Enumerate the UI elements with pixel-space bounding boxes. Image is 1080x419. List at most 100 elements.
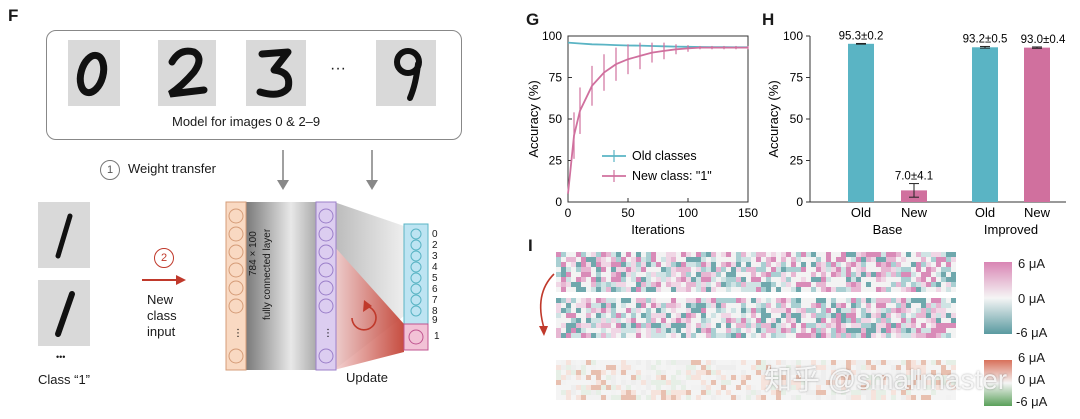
heatmap-cell (776, 370, 781, 375)
heatmap-cell (781, 257, 786, 262)
output-label-5: 5 (432, 273, 438, 284)
heatmap-cell (836, 262, 841, 267)
heatmap-cell (761, 267, 766, 272)
heatmap-cell (876, 303, 881, 308)
heatmap-cell (751, 323, 756, 328)
heatmap-cell (591, 303, 596, 308)
heatmap-cell (756, 333, 761, 338)
heatmap-cell (626, 395, 631, 400)
heatmap-cell (951, 318, 956, 323)
heatmap-cell (656, 313, 661, 318)
heatmap-cell (721, 252, 726, 257)
heatmap-cell (791, 323, 796, 328)
heatmap-cell (646, 385, 651, 390)
colorbar-weights-mid: 0 μA (1018, 291, 1046, 306)
heatmap-cell (911, 365, 916, 370)
heatmap-cell (836, 395, 841, 400)
heatmap-cell (811, 370, 816, 375)
heatmap-cell (676, 252, 681, 257)
heatmap-cell (846, 390, 851, 395)
heatmap-cell (681, 287, 686, 292)
colorbar-updates-min: -6 μA (1016, 394, 1048, 409)
heatmap-cell (756, 365, 761, 370)
heatmap-cell (796, 385, 801, 390)
heatmap-cell (581, 287, 586, 292)
heatmap-cell (561, 328, 566, 333)
heatmap-cell (891, 257, 896, 262)
heatmap-cell (621, 395, 626, 400)
heatmap-cell (861, 267, 866, 272)
heatmap-cell (841, 370, 846, 375)
heatmap-cell (821, 323, 826, 328)
heatmap-cell (931, 385, 936, 390)
heatmap-cell (891, 328, 896, 333)
heatmap-cell (806, 365, 811, 370)
heatmap-cell (581, 375, 586, 380)
heatmap-cell (861, 287, 866, 292)
heatmap-cell (856, 287, 861, 292)
heatmap-cell (896, 277, 901, 282)
heatmap-cell (716, 323, 721, 328)
heatmap-cell (726, 267, 731, 272)
heatmap-cell (611, 267, 616, 272)
heatmap-cell (801, 360, 806, 365)
heatmap-cell (776, 257, 781, 262)
heatmap-cell (611, 395, 616, 400)
heatmap-cell (571, 267, 576, 272)
heatmap-cell (846, 328, 851, 333)
heatmap-cell (646, 395, 651, 400)
heatmap-cell (706, 282, 711, 287)
heatmap-cell (616, 267, 621, 272)
heatmap-cell (581, 298, 586, 303)
heatmap-cell (821, 318, 826, 323)
heatmap-cell (626, 333, 631, 338)
heatmap-cell (646, 252, 651, 257)
heatmap-cell (636, 282, 641, 287)
heatmap-cell (721, 365, 726, 370)
heatmap-cell (596, 282, 601, 287)
heatmap-cell (941, 365, 946, 370)
heatmap-cell (581, 262, 586, 267)
heatmap-cell (726, 370, 731, 375)
heatmap-cell (731, 370, 736, 375)
heatmap-cell (646, 365, 651, 370)
heatmap-cell (706, 390, 711, 395)
heatmap-cell (871, 328, 876, 333)
heatmap-cell (571, 370, 576, 375)
heatmap-cell (786, 328, 791, 333)
heatmap-cell (691, 282, 696, 287)
heatmap-cell (791, 360, 796, 365)
heatmap-cell (946, 272, 951, 277)
heatmap-cell (841, 252, 846, 257)
heatmap-cell (716, 252, 721, 257)
heatmap-cell (701, 380, 706, 385)
heatmap-cell (776, 272, 781, 277)
heatmap-cell (561, 313, 566, 318)
output-label-6: 6 (432, 284, 438, 295)
heatmap-cell (926, 257, 931, 262)
heatmap-cell (666, 385, 671, 390)
step-1-number: 1 (106, 164, 114, 176)
heatmap-cell (926, 370, 931, 375)
network-diagram: ⋮ ⋮ (225, 201, 429, 371)
heatmap-cell (901, 395, 906, 400)
heatmap-cell (581, 370, 586, 375)
heatmap-cell (901, 313, 906, 318)
heatmap-cell (721, 257, 726, 262)
heatmap-cell (761, 257, 766, 262)
heatmap-cell (636, 267, 641, 272)
heatmap-cell (796, 318, 801, 323)
heatmap-cell (731, 308, 736, 313)
heatmap-cell (901, 328, 906, 333)
heatmap-cell (556, 282, 561, 287)
heatmap-cell (731, 360, 736, 365)
heatmap-cell (756, 272, 761, 277)
heatmap-cell (676, 313, 681, 318)
heatmap-cell (846, 282, 851, 287)
heatmap-cell (761, 370, 766, 375)
heatmap-cell (896, 365, 901, 370)
heatmap-cell (561, 287, 566, 292)
heatmap-cell (621, 303, 626, 308)
heatmap-cell (721, 385, 726, 390)
heatmap-cell (591, 375, 596, 380)
